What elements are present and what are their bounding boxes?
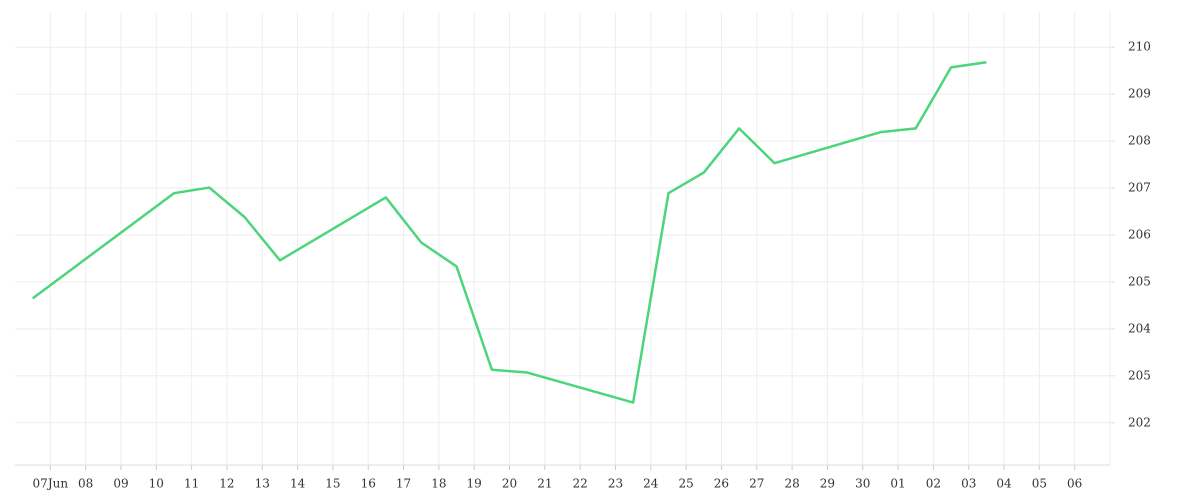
x-tick-label: 21	[537, 477, 552, 491]
x-tick-label: 18	[431, 477, 446, 491]
x-tick-label: 29	[820, 477, 835, 491]
x-tick-label: 06	[1067, 477, 1082, 491]
x-tick-label: 11	[184, 477, 199, 491]
x-tick-label: 07Jun	[33, 477, 69, 491]
x-tick-label: 15	[325, 477, 340, 491]
x-tick-label: 30	[855, 477, 870, 491]
y-tick-label: 202	[1128, 415, 1151, 429]
x-tick-label: 25	[678, 477, 693, 491]
y-tick-label: 207	[1128, 181, 1151, 195]
y-tick-label: 209	[1128, 87, 1151, 101]
y-tick-label: 204	[1128, 321, 1151, 335]
y-tick-label: 205	[1128, 274, 1151, 288]
x-tick-label: 26	[714, 477, 729, 491]
x-tick-label: 23	[608, 477, 623, 491]
x-tick-label: 02	[926, 477, 941, 491]
x-tick-label: 09	[113, 477, 128, 491]
x-tick-label: 24	[643, 477, 659, 491]
x-tick-label: 16	[361, 477, 376, 491]
x-tick-label: 03	[961, 477, 976, 491]
x-tick-label: 05	[1032, 477, 1047, 491]
y-tick-label: 205	[1128, 368, 1151, 382]
line	[31, 60, 987, 404]
y-tick-label: 208	[1128, 134, 1151, 148]
x-tick-label: 28	[784, 477, 799, 491]
x-tick-label: 13	[255, 477, 270, 491]
y-tick-label: 206	[1128, 227, 1151, 241]
x-tick-label: 27	[749, 477, 764, 491]
x-tick-label: 01	[890, 477, 905, 491]
x-tick-label: 14	[290, 477, 306, 491]
y-tick-label: 210	[1128, 40, 1151, 54]
x-tick-label: 04	[996, 477, 1012, 491]
x-tick-label: 10	[149, 477, 164, 491]
x-tick-label: 20	[502, 477, 517, 491]
x-tick-label: 12	[219, 477, 234, 491]
x-tick-label: 17	[396, 477, 411, 491]
x-tick-label: 19	[467, 477, 482, 491]
x-tick-label: 22	[573, 477, 588, 491]
x-tick-label: 08	[78, 477, 93, 491]
